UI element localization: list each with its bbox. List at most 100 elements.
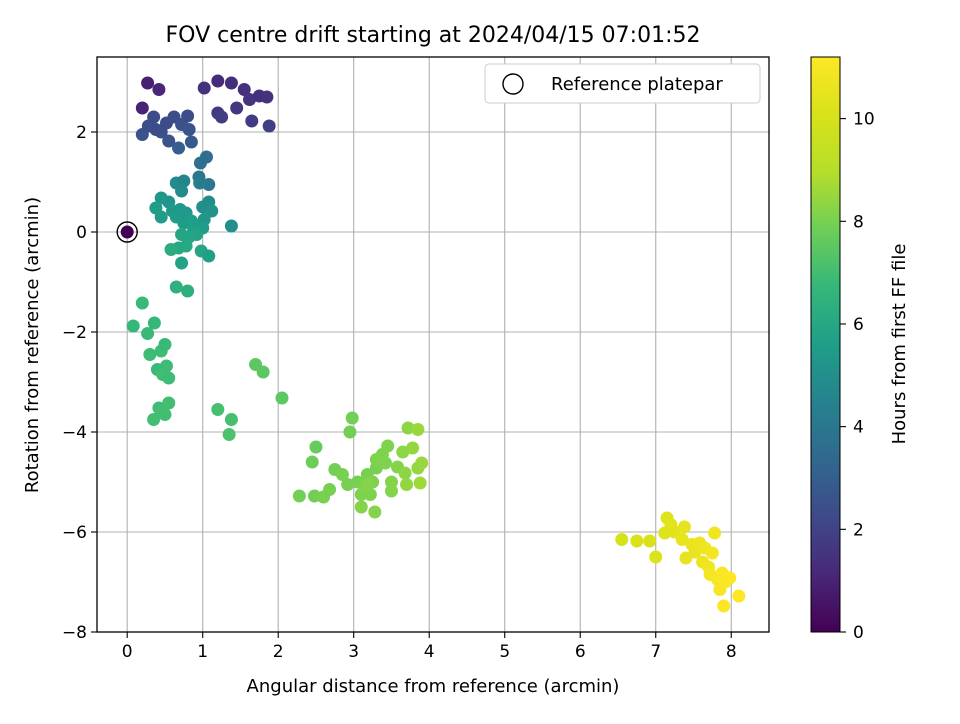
data-point [643, 534, 657, 548]
x-tick-label: 4 [424, 642, 435, 662]
x-tick-label: 0 [122, 642, 133, 662]
colorbar-tick-label: 6 [853, 315, 864, 335]
plot-area-background [97, 57, 769, 632]
x-tick-label: 8 [726, 642, 737, 662]
colorbar: 0 2 4 6 8 10 Hours from first FF file [810, 56, 910, 643]
data-point [360, 478, 374, 491]
data-point [126, 319, 140, 333]
data-point [175, 256, 189, 270]
data-point [677, 520, 691, 534]
colorbar-tick-label: 4 [853, 418, 864, 438]
data-point [354, 500, 368, 514]
data-point [175, 184, 189, 198]
data-point [275, 391, 289, 405]
data-point [245, 114, 259, 128]
data-point [154, 191, 168, 205]
y-axis-ticks: −8 −6 −4 −2 0 2 [62, 123, 97, 643]
data-point [202, 249, 216, 263]
data-point [708, 526, 722, 540]
data-point [368, 505, 382, 519]
data-point [323, 483, 337, 496]
data-point [197, 81, 211, 95]
legend-box [484, 63, 761, 104]
data-point [154, 405, 168, 419]
data-point [341, 478, 355, 491]
data-point [230, 101, 244, 115]
data-point [182, 123, 196, 136]
data-point [305, 455, 319, 469]
data-point [381, 439, 395, 453]
data-point [675, 533, 689, 546]
legend-marker-icon [502, 73, 524, 95]
data-point [162, 134, 176, 148]
colorbar-tick-label: 2 [853, 520, 864, 540]
data-point [717, 599, 731, 613]
data-point [406, 441, 420, 455]
colorbar-gradient [810, 56, 841, 633]
data-point [705, 546, 719, 560]
data-point [335, 468, 349, 481]
data-point [154, 210, 168, 224]
data-point [141, 76, 155, 90]
data-point [141, 327, 155, 340]
data-point [398, 466, 412, 480]
reference-marker-group [116, 221, 138, 243]
y-tick-label: −4 [62, 423, 87, 443]
x-tick-label: 7 [650, 642, 661, 662]
data-point [199, 150, 213, 164]
x-axis-ticks: 0 1 2 3 4 5 6 7 8 [122, 632, 737, 662]
data-point [415, 456, 429, 470]
data-point [162, 396, 176, 410]
x-tick-label: 2 [273, 642, 284, 662]
y-axis-label: Rotation from reference (arcmin) [22, 197, 43, 493]
x-tick-label: 6 [575, 642, 586, 662]
data-point [211, 403, 225, 416]
x-axis-label: Angular distance from reference (arcmin) [247, 676, 620, 697]
chart-title: FOV centre drift starting at 2024/04/15 … [166, 23, 701, 48]
x-tick-label: 1 [197, 642, 208, 662]
data-point [309, 440, 323, 454]
y-tick-label: 2 [76, 123, 87, 143]
data-point [152, 83, 166, 96]
colorbar-tick-label: 8 [853, 212, 864, 232]
data-point [260, 90, 274, 104]
x-tick-label: 5 [499, 642, 510, 662]
data-point [205, 204, 219, 218]
data-point [158, 338, 172, 351]
data-point [211, 74, 225, 88]
data-point [396, 445, 410, 459]
colorbar-tick-label: 0 [853, 623, 864, 643]
data-point [193, 176, 207, 190]
colorbar-ticks: 0 2 4 6 8 10 [840, 110, 875, 643]
data-point [147, 110, 161, 124]
colorbar-tick-label: 10 [853, 110, 875, 130]
data-point [649, 550, 663, 564]
data-point [135, 101, 149, 115]
data-point [411, 423, 425, 436]
y-tick-label: −8 [62, 623, 87, 643]
data-point [149, 123, 163, 136]
plot-frame [96, 56, 770, 633]
data-points [126, 74, 746, 613]
data-point [723, 571, 737, 585]
reference-point [120, 225, 134, 239]
x-tick-label: 3 [348, 642, 359, 662]
data-point [169, 280, 183, 294]
data-point [172, 141, 186, 155]
data-point [400, 478, 414, 491]
data-point [630, 534, 644, 548]
data-point [181, 109, 195, 123]
data-point [215, 110, 229, 124]
data-point [378, 456, 392, 470]
data-point [262, 119, 276, 133]
data-point [184, 135, 198, 149]
data-point [175, 228, 189, 241]
data-point [256, 365, 270, 379]
data-point [401, 421, 415, 435]
data-point [237, 83, 251, 96]
data-point [177, 174, 191, 188]
data-point [135, 296, 149, 310]
gridlines [97, 57, 769, 633]
